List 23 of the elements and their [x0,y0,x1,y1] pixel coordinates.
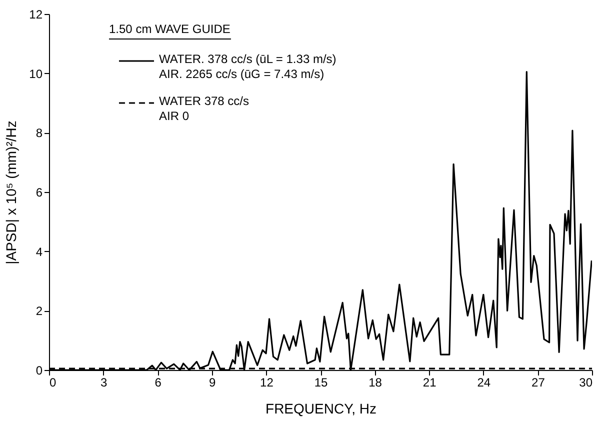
x-tick-label: 24 [477,376,491,390]
x-tick-label: 30 [579,376,593,390]
x-tick-label: 6 [154,376,162,390]
y-axis-title: |APSD| x 10⁵ (mm)²/Hz [3,120,20,264]
x-tick-label: 0 [50,376,56,390]
legend-label: WATER 378 cc/s AIR 0 [159,94,250,123]
x-tick-label: 15 [314,376,328,390]
x-axis-title: FREQUENCY, Hz [266,400,376,416]
x-tick-label: 21 [422,376,437,390]
x-tick-label: 18 [368,376,382,390]
y-tick-label: 12 [29,8,43,22]
y-tick-label: 6 [36,186,43,200]
y-tick-label: 2 [36,304,43,318]
y-tick-label: 8 [36,126,43,140]
x-tick-label: 9 [209,376,216,390]
x-tick-label: 27 [532,376,546,390]
y-tick-label: 0 [36,364,43,378]
x-tick-label: 12 [260,376,274,390]
y-tick-label: 10 [29,66,43,81]
x-tick-label: 3 [100,376,108,390]
y-tick-label: 4 [36,244,43,259]
legend-title: 1.50 cm WAVE GUIDE [109,22,230,36]
legend-label: WATER. 378 cc/s (ūL = 1.33 m/s) AIR. 2265 cc/s (ūG = 7.43 m/s) [159,52,336,81]
